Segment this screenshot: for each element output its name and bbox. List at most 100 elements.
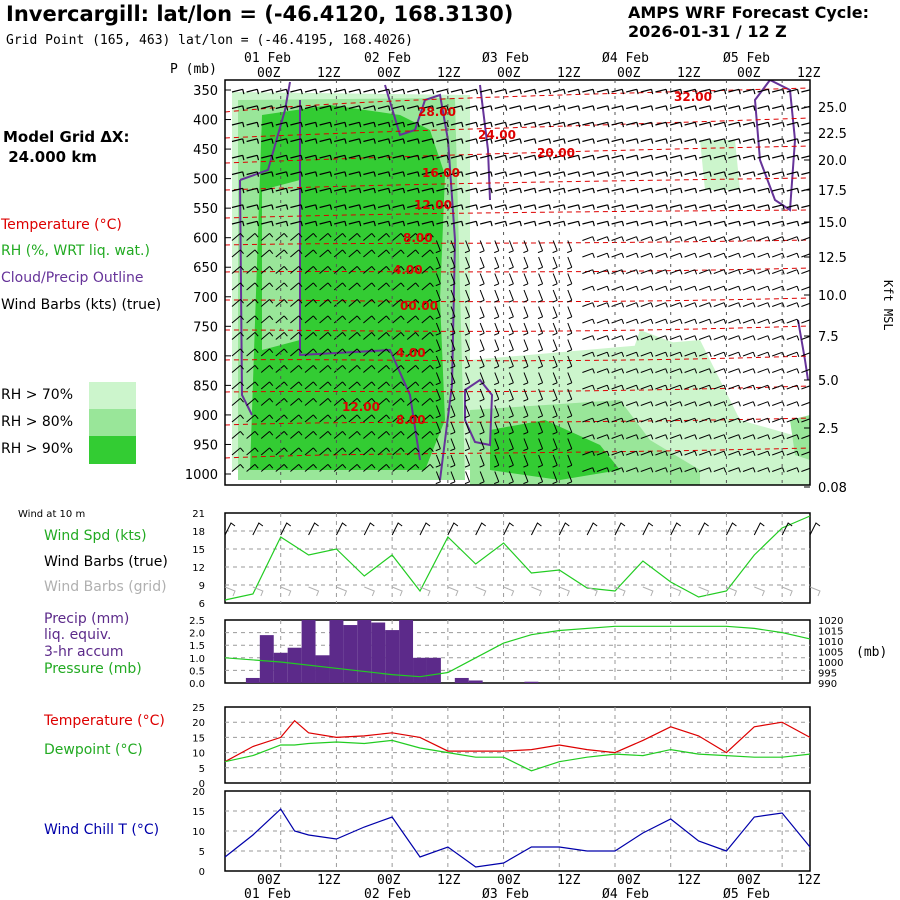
wind-barb [640,171,654,177]
temp-label: 8.00 [403,231,433,245]
temp-label: 20.00 [537,146,575,160]
wind-barb [406,398,420,406]
wind-barb-true [280,522,292,536]
wind-barb [669,138,683,144]
wind-barb [479,306,485,320]
wind-barb [772,154,785,161]
rh90-swatch [89,436,136,464]
wind-barb [655,384,668,390]
wind-barb [552,372,558,386]
wind-barb [479,454,485,468]
legend-rh: RH (%, WRT liq. wat.) [1,243,150,259]
wind-barb [304,464,317,472]
wind-barb [655,401,668,407]
wind-barb [538,220,552,227]
wind-barb [728,368,741,374]
wind-barb [713,351,727,357]
page-title: Invercargill: lat/lon = (-46.4120, 168.3… [6,2,514,26]
wind-barb [494,220,508,227]
wind-barb [494,240,500,254]
wind-barb [319,138,333,144]
wind-barb [465,220,479,227]
rh80-label: RH > 80% [1,414,74,430]
wind-barb [509,88,522,95]
wind-barb [640,121,654,128]
wind-barb [421,447,434,456]
wind-barb-grid [447,586,459,597]
wind-barb [537,388,544,402]
wind-barb [786,187,800,194]
wind-barb [348,204,362,210]
wind-barb [699,467,712,473]
wind-barb [713,434,727,440]
wind-barb [742,204,756,210]
wind-barb [567,121,581,128]
wind-barb [348,315,361,324]
wind-barb [261,105,274,111]
wind-barb [640,154,654,161]
wind-barb [494,138,508,144]
wind-barb [275,282,288,291]
wind-barb [435,471,441,485]
wind-barb [465,121,479,128]
wind-barb [772,252,785,258]
wind-barb [655,467,668,473]
wind-barb [407,204,420,210]
wind-barb [757,417,771,423]
wind-barb [363,220,376,227]
wind-barb [464,388,471,402]
wind-barb [319,348,332,357]
wind-barb [523,421,529,435]
wind-barb [508,289,514,303]
wind-barb [684,384,698,390]
wind-barb [728,434,741,440]
wind-barb [786,417,800,423]
wind-barb [407,171,420,177]
wind-barb [363,88,376,95]
wind-barb [508,405,514,419]
wind-barb [742,368,756,374]
wind-barb [377,348,390,357]
pressure-tick-label: 950 [193,438,218,453]
wind-barb [523,388,529,402]
wind-barb [246,204,260,210]
wind-barb [757,105,771,111]
wind-barb [436,105,449,111]
y-tick-label: 25 [192,703,205,714]
wind-barb [596,171,610,177]
wind-barb [655,236,668,242]
wind-barb [348,249,361,258]
wind-barb [464,355,471,369]
wind-barb [640,434,654,440]
wind-barb [363,121,376,128]
wind-barbs-grid-label: Wind Barbs (grid) [44,579,167,595]
wind-barb [480,121,493,128]
y2-tick-label: 1010 [818,637,843,648]
wind-barb-grid [364,586,375,597]
wind-barb [479,289,485,303]
wind-barb [742,467,756,473]
wind-barb [523,289,529,303]
wind-barb [275,171,289,177]
wind-barb [450,339,456,353]
wind-barb [684,154,698,161]
wind-barb [450,273,456,287]
wind-barb [319,121,333,128]
wind-barb [772,171,785,177]
wind-barb [626,187,639,194]
wind-barb [728,204,741,210]
wind-barb [494,355,500,369]
wind-barb [699,138,712,144]
wind-barb [494,454,500,468]
wind-barb [611,335,625,341]
wind-barb [567,220,581,227]
wind-barb [538,204,552,210]
wind-barb [684,467,698,473]
wind-barb [348,332,361,340]
wind-barb [348,220,362,227]
wind-barb [772,335,785,341]
wind-barb [290,138,303,144]
wind-barb [319,187,333,194]
wind-barb [523,405,529,419]
wind-barb [611,252,625,258]
